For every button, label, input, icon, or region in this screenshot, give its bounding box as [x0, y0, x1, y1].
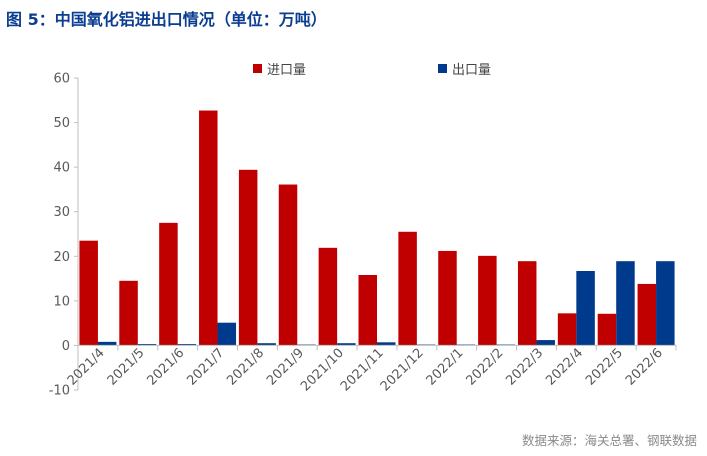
bar-import — [557, 313, 577, 346]
legend-label-export: 出口量 — [452, 63, 492, 78]
bar-export — [217, 322, 237, 346]
x-tick-label: 2022/1 — [424, 346, 467, 389]
bar-import — [119, 280, 138, 346]
x-tick-label: 2022/2 — [463, 346, 506, 389]
x-tick-label: 2022/4 — [543, 346, 586, 389]
bar-export — [576, 270, 595, 346]
bar-import — [159, 222, 178, 346]
bar-import — [318, 247, 338, 346]
x-tick-label: 2022/6 — [623, 346, 666, 389]
legend-swatch-export — [438, 64, 447, 73]
bar-import — [438, 250, 457, 346]
x-tick-label: 2021/12 — [378, 346, 427, 395]
bar-import — [278, 184, 298, 346]
bar-import — [517, 261, 537, 346]
bar-export — [536, 340, 555, 346]
bar-export — [257, 343, 276, 346]
legend-item-import: 进口量 — [253, 59, 306, 78]
y-tick-label: 40 — [53, 161, 70, 176]
source-note: 数据来源：海关总署、钢联数据 — [521, 433, 697, 448]
x-tick-label: 2021/5 — [105, 346, 148, 389]
x-tick-label: 2021/4 — [65, 346, 108, 389]
bar-import — [637, 283, 657, 346]
y-tick-label: 0 — [62, 339, 70, 354]
bar-export — [137, 344, 157, 346]
bar-export — [656, 261, 675, 346]
x-tick-label: 2021/6 — [145, 346, 188, 389]
bar-export — [97, 341, 117, 346]
bar-import — [398, 231, 417, 346]
y-tick-label: -10 — [49, 384, 70, 399]
bar-export — [377, 342, 396, 346]
x-tick-label: 2021/7 — [184, 346, 227, 389]
bar-import — [478, 255, 497, 346]
y-tick-label: 30 — [53, 205, 70, 220]
legend-label-import: 进口量 — [267, 63, 307, 78]
x-tick-label: 2022/3 — [503, 346, 546, 389]
bar-import — [79, 240, 98, 346]
bar-export — [177, 344, 197, 346]
y-tick-label: 20 — [53, 250, 70, 265]
bar-import — [597, 313, 617, 346]
y-tick-label: 10 — [53, 294, 70, 309]
x-tick-label: 2021/11 — [338, 346, 387, 395]
x-tick-label: 2022/5 — [583, 346, 626, 389]
legend-swatch-import — [253, 64, 262, 73]
chart-title: 图 5：中国氧化铝进出口情况（单位：万吨） — [6, 10, 327, 29]
bar-export — [337, 343, 356, 346]
y-tick-label: 60 — [53, 72, 70, 87]
bar-import — [238, 169, 258, 346]
x-tick-label: 2021/10 — [298, 346, 347, 395]
y-tick-label: 50 — [53, 116, 70, 131]
x-tick-label: 2021/8 — [224, 346, 267, 389]
bar-import — [199, 110, 218, 346]
bar-import — [358, 275, 377, 346]
legend-item-export: 出口量 — [438, 59, 491, 78]
bar-export — [616, 261, 635, 346]
